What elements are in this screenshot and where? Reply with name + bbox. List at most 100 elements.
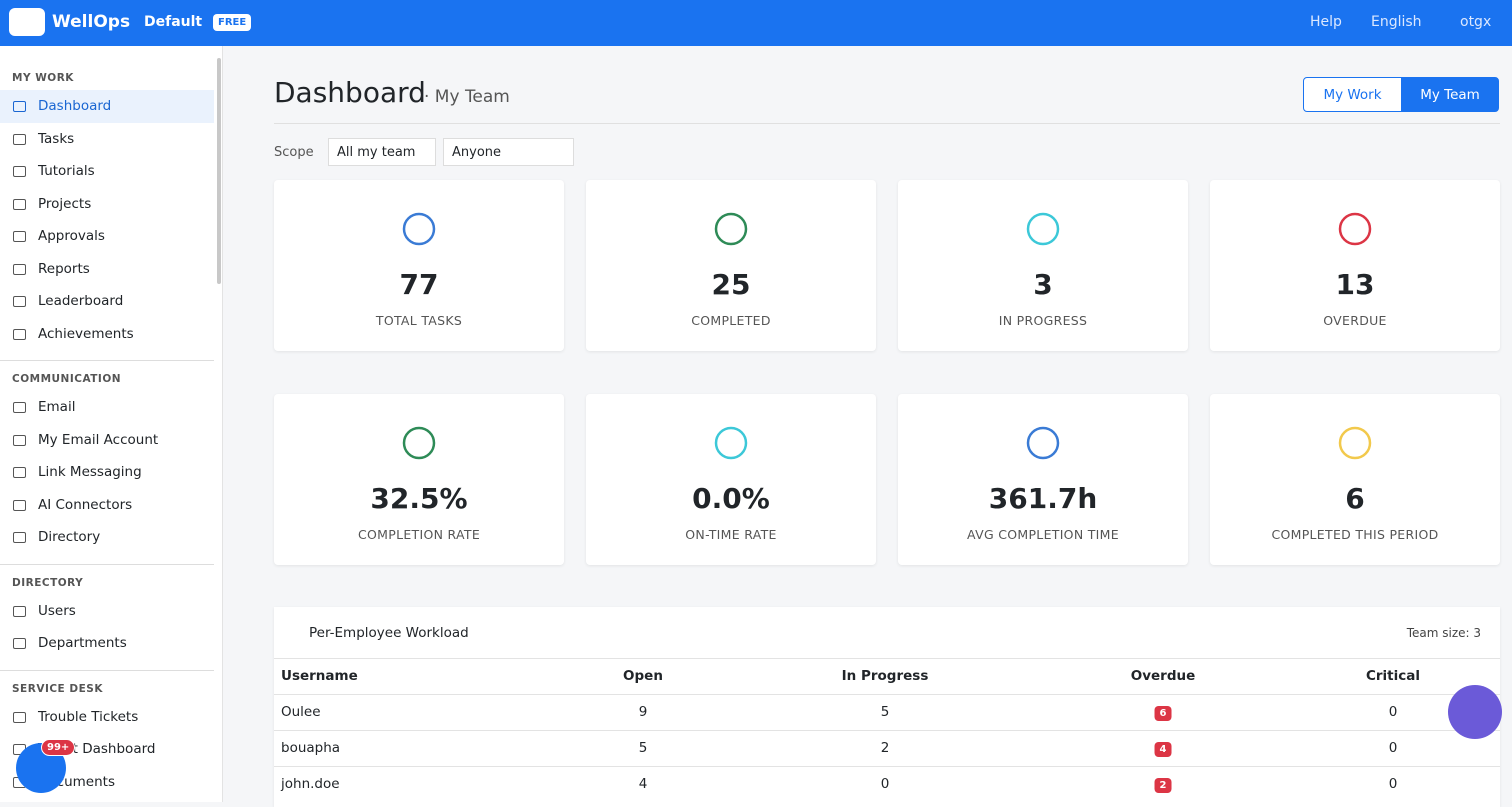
table-cell: 4 [1154, 740, 1172, 757]
nav-item[interactable]: Directory [0, 521, 214, 554]
table-cell: 2 [881, 740, 890, 756]
row-line [274, 730, 1500, 731]
row-line [274, 658, 1500, 659]
divider [0, 563, 214, 565]
cell-text: 5 [638, 740, 648, 756]
nav-item[interactable]: Departments [0, 627, 214, 660]
section-title: COMMUNICATION [12, 373, 122, 385]
page-subtitle: · My Team [424, 87, 510, 107]
section-title: DIRECTORY [12, 576, 84, 589]
table-cell: 0 [1389, 776, 1398, 792]
stat-card: 0.0% ON-TIME RATE [586, 394, 876, 565]
nav-item[interactable]: Link Messaging [0, 456, 214, 489]
workload-table: Per-Employee Workload Team size: 3 Usern… [274, 607, 1500, 807]
stat-value: 32.5% [370, 482, 468, 515]
row-line [274, 766, 1500, 767]
nav-item[interactable]: My Email Account [0, 424, 214, 457]
cell-text: bouapha [281, 740, 341, 756]
nav-item[interactable]: Tutorials [0, 155, 214, 188]
table-cell: 2 [1154, 776, 1172, 793]
stat-card: 3 IN PROGRESS [898, 180, 1188, 351]
nav-item[interactable]: AI Connectors [0, 489, 214, 522]
stat-label: AVG COMPLETION TIME [967, 527, 1119, 542]
nav-item[interactable]: Approvals [0, 220, 214, 253]
stat-icon [1026, 426, 1060, 460]
logo[interactable] [9, 8, 45, 36]
cell-text: 2 [880, 740, 890, 756]
table-cell: 4 [639, 776, 648, 792]
stat-icon [402, 212, 436, 246]
notification-badge: 99+ [41, 739, 76, 756]
nav-item[interactable]: Email [0, 391, 214, 424]
overdue-badge: 2 [1154, 778, 1172, 793]
cell-text: 0 [1388, 776, 1398, 792]
stat-label: COMPLETION RATE [357, 527, 481, 542]
cell-text: 9 [638, 704, 648, 720]
stat-card: 6 COMPLETED THIS PERIOD [1210, 394, 1500, 565]
cell-text: 4 [638, 776, 648, 792]
stat-value: 77 [399, 268, 439, 301]
table-title: Per-Employee Workload [309, 625, 469, 641]
page-title: Dashboard [274, 76, 426, 109]
nav-item[interactable]: Dashboard [0, 90, 214, 123]
stat-card: 77 TOTAL TASKS [274, 180, 564, 351]
toggle-button[interactable]: My Work [1303, 77, 1402, 112]
divider [0, 360, 214, 361]
assistant-button[interactable] [1448, 685, 1502, 739]
stat-card: 361.7h AVG COMPLETION TIME [898, 394, 1188, 565]
brand[interactable]: WellOps [52, 12, 131, 32]
toggle-button[interactable]: My Team [1401, 77, 1499, 112]
stat-value: 361.7h [988, 482, 1098, 515]
overdue-badge: 4 [1154, 742, 1172, 757]
cell-text: 0 [1388, 704, 1398, 720]
user-menu[interactable]: otgx [1460, 14, 1492, 30]
table-cell: 5 [639, 740, 648, 756]
nav-item[interactable]: Achievements [0, 318, 214, 351]
help[interactable]: Help [1310, 14, 1342, 30]
nav-item[interactable]: Users [0, 595, 214, 628]
cell-text: 0 [1388, 740, 1398, 756]
nav-item[interactable]: Trouble Tickets [0, 701, 214, 734]
stat-icon [402, 426, 436, 460]
nav-item[interactable]: Projects [0, 188, 214, 221]
column-header: Critical [1365, 668, 1421, 684]
row-line [274, 694, 1500, 695]
stat-value: 0.0% [692, 482, 770, 515]
cell-text: 0 [880, 776, 890, 792]
language[interactable]: English [1371, 14, 1422, 30]
cell-text: 5 [880, 704, 890, 720]
stat-card: 13 OVERDUE [1210, 180, 1500, 351]
column-header: Open [623, 668, 663, 684]
table-cell: Oulee [281, 704, 321, 720]
table-cell: 6 [1154, 704, 1172, 721]
team-size: Team size: 3 [1406, 626, 1481, 640]
section-title: MY WORK [12, 72, 74, 84]
stat-value: 25 [711, 268, 751, 301]
column-header: Overdue [1130, 668, 1196, 684]
nav-item[interactable]: Reports [0, 253, 214, 286]
table-cell: 0 [1389, 740, 1398, 756]
stat-value: 6 [1345, 482, 1365, 515]
section-title: SERVICE DESK [12, 682, 103, 695]
overdue-badge: 6 [1154, 706, 1172, 721]
assignee-select[interactable]: Anyone [443, 138, 574, 166]
workspace[interactable]: Default [144, 14, 203, 30]
nav-item[interactable]: Leaderboard [0, 285, 214, 318]
cell-text: Oulee [281, 704, 321, 720]
stat-icon [1338, 426, 1372, 460]
stat-label: IN PROGRESS [998, 313, 1088, 328]
sidebar: MY WORK Dashboard Tasks Tutorials Projects Ap… [0, 46, 223, 802]
scrollbar [217, 58, 221, 284]
stat-label: ON-TIME RATE [685, 527, 777, 542]
team-select[interactable]: All my team [328, 138, 436, 166]
stat-label: COMPLETED [691, 313, 771, 328]
stat-label: TOTAL TASKS [375, 313, 463, 328]
cell-text: john.doe [281, 776, 340, 792]
stat-icon [714, 426, 748, 460]
stat-icon [714, 212, 748, 246]
column-header: Username [281, 668, 358, 684]
nav-item[interactable]: Tasks [0, 123, 214, 156]
stat-value: 13 [1335, 268, 1375, 301]
stat-label: COMPLETED THIS PERIOD [1271, 527, 1439, 542]
